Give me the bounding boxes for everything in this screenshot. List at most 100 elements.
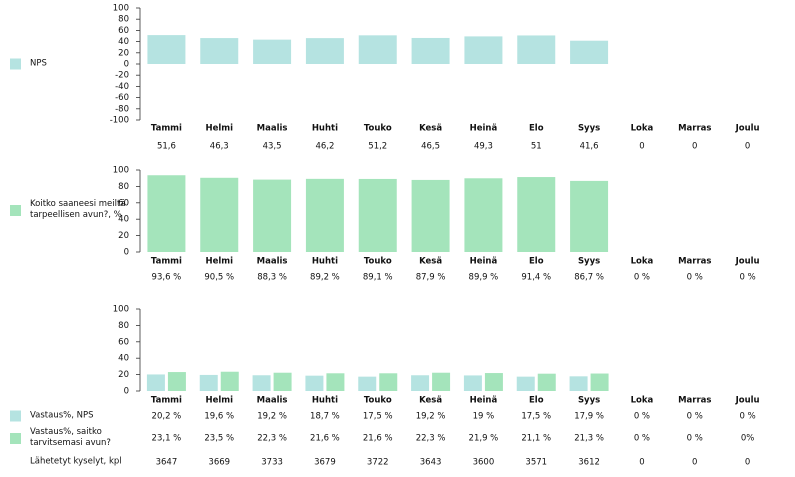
value-label: 93,6 % <box>152 273 182 283</box>
value-label: 51 <box>531 142 542 152</box>
bar <box>147 35 186 64</box>
category-label: Kesä <box>419 396 442 406</box>
value-label: 21,6 % <box>310 434 340 444</box>
bar <box>516 376 535 391</box>
row-value: 0 <box>745 458 750 468</box>
category-label: Marras <box>678 124 711 134</box>
category-label: Elo <box>529 396 544 406</box>
category-label: Kesä <box>419 257 442 267</box>
y-tick-label: 20 <box>118 370 129 380</box>
y-tick-label: 40 <box>118 37 129 47</box>
value-label: 23,5 % <box>204 434 234 444</box>
value-label: 0 % <box>634 273 650 283</box>
category-label: Maalis <box>257 257 288 267</box>
row-value: 3669 <box>208 458 230 468</box>
category-label: Maalis <box>257 124 288 134</box>
bar <box>517 177 556 252</box>
value-label: 19 % <box>473 412 495 422</box>
value-label: 22,3 % <box>257 434 287 444</box>
value-label: 0 % <box>739 412 755 422</box>
bar <box>358 376 377 391</box>
category-label: Heinä <box>470 257 498 267</box>
value-label: 46,3 <box>210 142 229 152</box>
bar <box>273 372 292 391</box>
category-label: Maalis <box>257 396 288 406</box>
value-label: 88,3 % <box>257 273 287 283</box>
value-label: 21,6 % <box>363 434 393 444</box>
bar <box>252 375 271 391</box>
bar <box>464 36 503 64</box>
category-label: Elo <box>529 124 544 134</box>
y-tick-label: -80 <box>115 104 129 114</box>
bar <box>358 178 397 252</box>
bar <box>146 374 165 391</box>
bar <box>590 373 609 391</box>
category-label: Syys <box>578 257 600 267</box>
bar <box>463 375 482 391</box>
legend-item: Lähetetyt kyselyt, kpl <box>10 457 140 468</box>
bar <box>305 375 324 391</box>
value-label: 19,6 % <box>204 412 234 422</box>
value-label: 49,3 <box>474 142 493 152</box>
value-label: 18,7 % <box>310 412 340 422</box>
value-label: 23,1 % <box>152 434 182 444</box>
y-tick-label: 20 <box>118 231 129 241</box>
row-value: 3679 <box>314 458 336 468</box>
category-label: Joulu <box>735 257 760 267</box>
value-label: 46,5 <box>421 142 440 152</box>
legend-item: Vastaus%, NPS <box>10 410 140 422</box>
bar <box>464 178 503 252</box>
legend-label: NPS <box>30 58 47 69</box>
row-value: 0 <box>692 458 697 468</box>
legend-swatch <box>10 410 21 422</box>
y-tick-label: 0 <box>124 387 129 397</box>
bar <box>167 372 186 391</box>
y-tick-label: 0 <box>124 248 129 258</box>
category-label: Marras <box>678 257 711 267</box>
bar <box>411 375 430 391</box>
legend-swatch <box>10 204 21 216</box>
legend-swatch <box>10 432 21 444</box>
value-label: 0 <box>745 142 750 152</box>
y-tick-label: -40 <box>115 82 129 92</box>
bar <box>253 39 292 64</box>
category-label: Helmi <box>205 124 233 134</box>
value-label: 87,9 % <box>416 273 446 283</box>
value-label: 21,1 % <box>521 434 551 444</box>
legend-swatch <box>10 58 21 70</box>
value-label: 0 % <box>687 412 703 422</box>
category-label: Huhti <box>312 257 338 267</box>
category-label: Heinä <box>470 396 498 406</box>
bar <box>358 35 397 64</box>
bar <box>326 373 345 391</box>
legend-item: Koitko saaneesi meiltä tarpeellisen avun… <box>10 199 140 221</box>
y-tick-label: -60 <box>115 93 129 103</box>
category-label: Huhti <box>312 124 338 134</box>
category-label: Tammi <box>151 396 182 406</box>
category-label: Kesä <box>419 124 442 134</box>
category-label: Joulu <box>735 124 760 134</box>
y-tick-label: 100 <box>113 4 129 14</box>
category-label: Touko <box>364 124 392 134</box>
category-label: Elo <box>529 257 544 267</box>
value-label: 17,5 % <box>363 412 393 422</box>
category-label: Touko <box>364 257 392 267</box>
bar <box>220 371 239 391</box>
category-label: Tammi <box>151 257 182 267</box>
value-label: 0% <box>741 434 755 444</box>
y-tick-label: 80 <box>118 15 129 25</box>
y-tick-label: 20 <box>118 48 129 58</box>
value-label: 17,5 % <box>521 412 551 422</box>
row-value: 3722 <box>367 458 389 468</box>
value-label: 17,9 % <box>574 412 604 422</box>
value-label: 21,3 % <box>574 434 604 444</box>
value-label: 89,9 % <box>469 273 499 283</box>
bar <box>199 374 218 391</box>
bar <box>432 372 451 391</box>
legend-item: Vastaus%, saitko tarvitsemasi avun? <box>10 427 140 449</box>
bar <box>537 373 556 391</box>
y-tick-label: 40 <box>118 354 129 364</box>
value-label: 89,2 % <box>310 273 340 283</box>
value-label: 51,2 <box>368 142 387 152</box>
